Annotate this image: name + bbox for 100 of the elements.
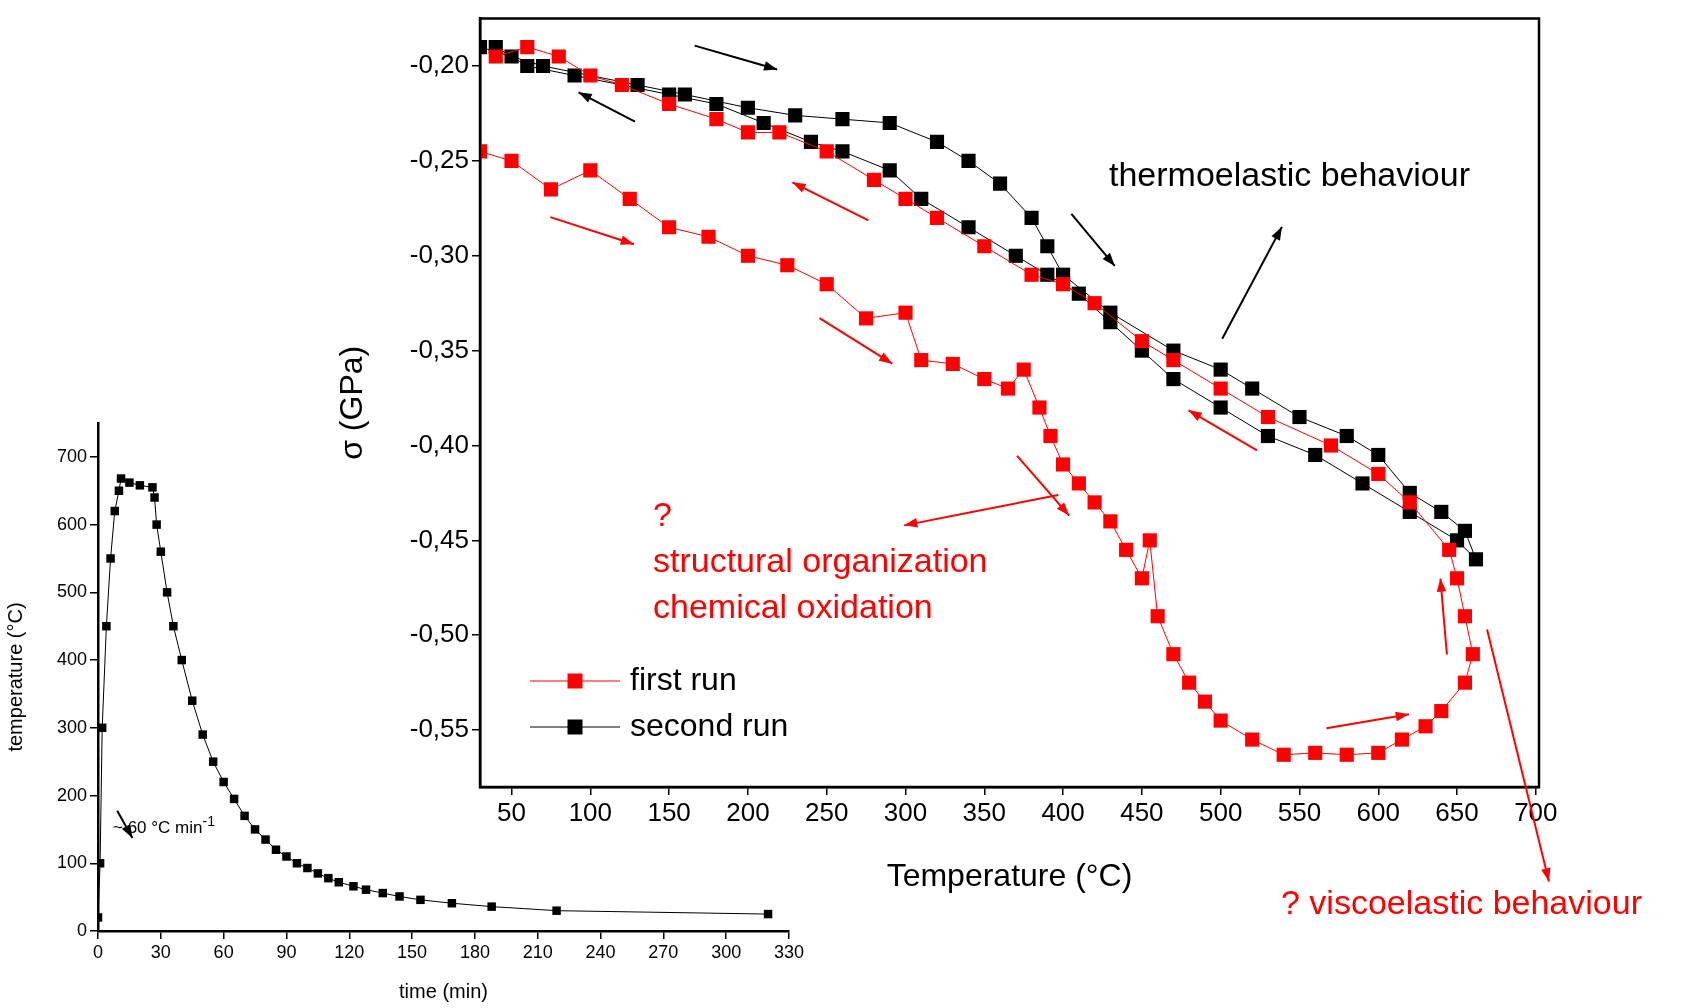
point (1213, 362, 1228, 377)
x-tick-label: 50 (497, 796, 526, 827)
x-tick-label: 550 (1277, 796, 1322, 827)
point (303, 863, 312, 873)
point (250, 825, 260, 834)
x-tick-label: 30 (150, 941, 171, 962)
point (162, 588, 172, 597)
point (882, 163, 897, 178)
point (1024, 210, 1039, 225)
y-tick-label: -0,30 (409, 238, 469, 269)
y-tick-label: 600 (56, 513, 87, 534)
point (1292, 409, 1307, 425)
legend-label: second run (630, 706, 789, 743)
y-tick-label: 100 (56, 852, 87, 873)
point (756, 115, 771, 131)
point (156, 547, 166, 556)
point (349, 882, 358, 891)
x-tick-label: 270 (648, 941, 679, 962)
y-tick-label: 500 (56, 581, 87, 602)
x-tick-label: 500 (1198, 796, 1243, 827)
point (1339, 428, 1354, 444)
y-tick-label: -0,50 (409, 618, 469, 649)
x-tick-label: 240 (585, 941, 616, 962)
y-axis-title: temperature (°C) (3, 602, 26, 752)
point (116, 474, 126, 483)
x-tick-label: 330 (773, 941, 805, 962)
x-tick-label: 450 (1120, 796, 1164, 827)
x-tick-label: 650 (1435, 796, 1479, 827)
y-tick-label: -0,35 (409, 333, 469, 364)
point (504, 49, 519, 64)
point (361, 885, 371, 894)
point (125, 478, 134, 487)
point (914, 191, 929, 206)
x-tick-label: 300 (883, 796, 928, 827)
x-tick-label: 150 (647, 796, 691, 827)
x-tick-label: 400 (1041, 796, 1085, 827)
point (487, 902, 496, 911)
legend-label: first run (630, 660, 737, 697)
point (1468, 552, 1484, 567)
point (150, 493, 159, 502)
point (148, 483, 157, 492)
y-tick-label: -0,45 (409, 523, 469, 554)
point (261, 835, 270, 844)
x-tick-label: 120 (334, 941, 365, 962)
annotation: thermoelastic behaviour (1109, 154, 1470, 195)
y-tick-label: 700 (56, 445, 87, 466)
point (98, 859, 105, 868)
point (240, 811, 249, 821)
point (169, 621, 178, 631)
x-tick-label: 60 (213, 941, 234, 962)
point (1434, 504, 1449, 519)
point (1166, 372, 1181, 387)
point (961, 220, 976, 235)
point (395, 892, 404, 901)
point (324, 873, 333, 883)
x-tick-label: 200 (726, 796, 770, 827)
point (114, 486, 124, 495)
x-tick-label: 100 (568, 796, 613, 827)
point (709, 96, 724, 112)
x-tick-label: 250 (805, 796, 849, 827)
point (740, 100, 755, 115)
point (152, 520, 161, 529)
point (961, 153, 976, 168)
point (535, 58, 551, 74)
point (1103, 315, 1118, 330)
point (992, 176, 1008, 191)
y-tick-label: 300 (56, 716, 87, 737)
point (1308, 447, 1323, 463)
point (552, 906, 561, 915)
x-axis-title: time (min) (399, 979, 488, 1002)
y-tick-label: -0,25 (409, 144, 469, 175)
point (135, 481, 145, 490)
point (520, 58, 535, 74)
x-tick-label: 0 (92, 941, 104, 962)
point (788, 108, 803, 123)
y-axis-title: σ (GPa) (333, 345, 370, 460)
point (219, 777, 228, 787)
point (1260, 428, 1276, 444)
x-tick-label: 90 (276, 941, 297, 962)
annotation: ? structural organization chemical oxidation (653, 494, 988, 627)
point (1245, 381, 1260, 396)
point (677, 87, 692, 102)
x-tick-label: 300 (711, 941, 742, 962)
point (292, 859, 302, 868)
x-tick-label: 350 (962, 796, 1006, 827)
point (313, 869, 323, 878)
point (106, 554, 115, 563)
x-tick-label: 600 (1356, 796, 1400, 827)
y-tick-label: 400 (56, 649, 87, 670)
point (1040, 239, 1055, 254)
point (416, 895, 425, 905)
point (102, 621, 111, 631)
point (208, 757, 218, 766)
y-tick-label: 0 (76, 919, 87, 940)
x-axis-title: Temperature (°C) (886, 856, 1133, 893)
point (198, 730, 207, 739)
point (187, 696, 197, 705)
x-tick-label: 210 (522, 941, 553, 962)
point (1008, 248, 1023, 263)
x-tick-label: 150 (397, 941, 428, 962)
